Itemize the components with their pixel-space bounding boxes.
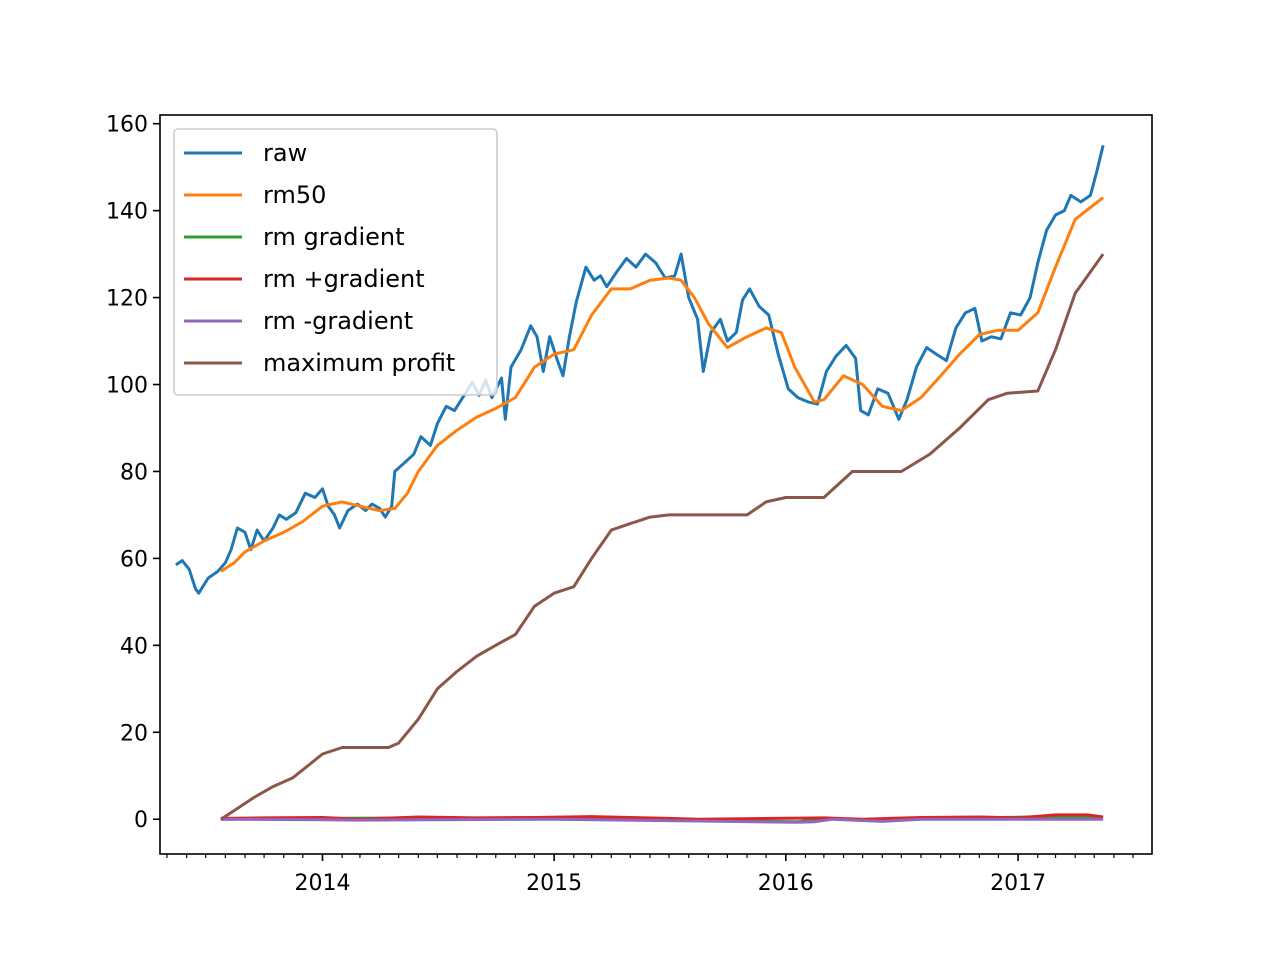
series-line-4: [220, 817, 1104, 824]
y-tick-label-5: 100: [106, 374, 148, 399]
y-tick-label-1: 20: [120, 721, 148, 746]
y-tick-label-6: 120: [106, 287, 148, 312]
legend-label-4: rm -gradient: [263, 307, 413, 335]
legend-label-2: rm gradient: [263, 223, 405, 251]
y-tick-label-4: 80: [120, 460, 148, 485]
x-tick-label-2: 2016: [758, 871, 814, 896]
y-tick-label-3: 60: [120, 547, 148, 572]
series-line-5: [220, 253, 1105, 821]
legend-label-5: maximum profit: [263, 349, 455, 377]
y-tick-label-2: 40: [120, 634, 148, 659]
series-line-1: [220, 196, 1105, 573]
legend-label-3: rm +gradient: [263, 265, 425, 293]
x-tick-label-1: 2015: [526, 871, 582, 896]
x-tick-label-0: 2014: [294, 871, 350, 896]
x-tick-label-3: 2017: [990, 871, 1046, 896]
plot-frame: [159, 114, 1153, 855]
axes-layer: 0 20 40 60 80 100 120 140 160 2014 2015 2016 2017: [106, 113, 1134, 896]
series-layer: [175, 145, 1105, 824]
series-line-0: [175, 145, 1105, 595]
legend-label-1: rm50: [263, 181, 326, 209]
y-tick-label-8: 160: [106, 113, 148, 138]
legend-box: [173, 128, 498, 396]
y-tick-label-0: 0: [134, 808, 148, 833]
y-tick-label-7: 140: [106, 200, 148, 225]
legend: raw rm50 rm gradient rm +gradient rm -gradie…: [173, 128, 498, 396]
legend-label-0: raw: [263, 139, 307, 167]
